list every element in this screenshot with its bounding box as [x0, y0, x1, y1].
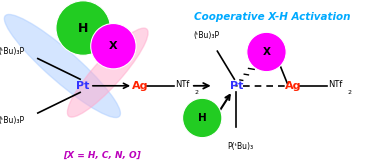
Text: (ᵗBu)₃P: (ᵗBu)₃P: [0, 116, 25, 125]
Ellipse shape: [247, 32, 286, 72]
Ellipse shape: [4, 15, 121, 117]
Text: Ag: Ag: [132, 81, 148, 91]
Text: (ᵗBu)₃P: (ᵗBu)₃P: [0, 47, 25, 56]
Text: (ᵗBu)₃P: (ᵗBu)₃P: [193, 31, 219, 40]
Text: H: H: [198, 113, 207, 123]
Ellipse shape: [56, 1, 110, 55]
Text: NTf: NTf: [175, 80, 189, 89]
Text: H: H: [78, 22, 88, 34]
Text: X: X: [262, 47, 271, 57]
Text: Cooperative X-H Activation: Cooperative X-H Activation: [194, 12, 350, 22]
Text: X: X: [109, 41, 118, 51]
Text: P(ᵗBu)₃: P(ᵗBu)₃: [227, 142, 253, 151]
Ellipse shape: [183, 98, 222, 138]
Text: Pt: Pt: [76, 81, 90, 91]
Text: [X = H, C, N, O]: [X = H, C, N, O]: [63, 151, 141, 160]
Text: Pt: Pt: [229, 81, 243, 91]
Ellipse shape: [67, 28, 148, 117]
Text: 2: 2: [347, 90, 352, 95]
Text: NTf: NTf: [328, 80, 342, 89]
Text: 2: 2: [194, 90, 198, 95]
Text: Ag: Ag: [285, 81, 301, 91]
Ellipse shape: [91, 24, 136, 69]
